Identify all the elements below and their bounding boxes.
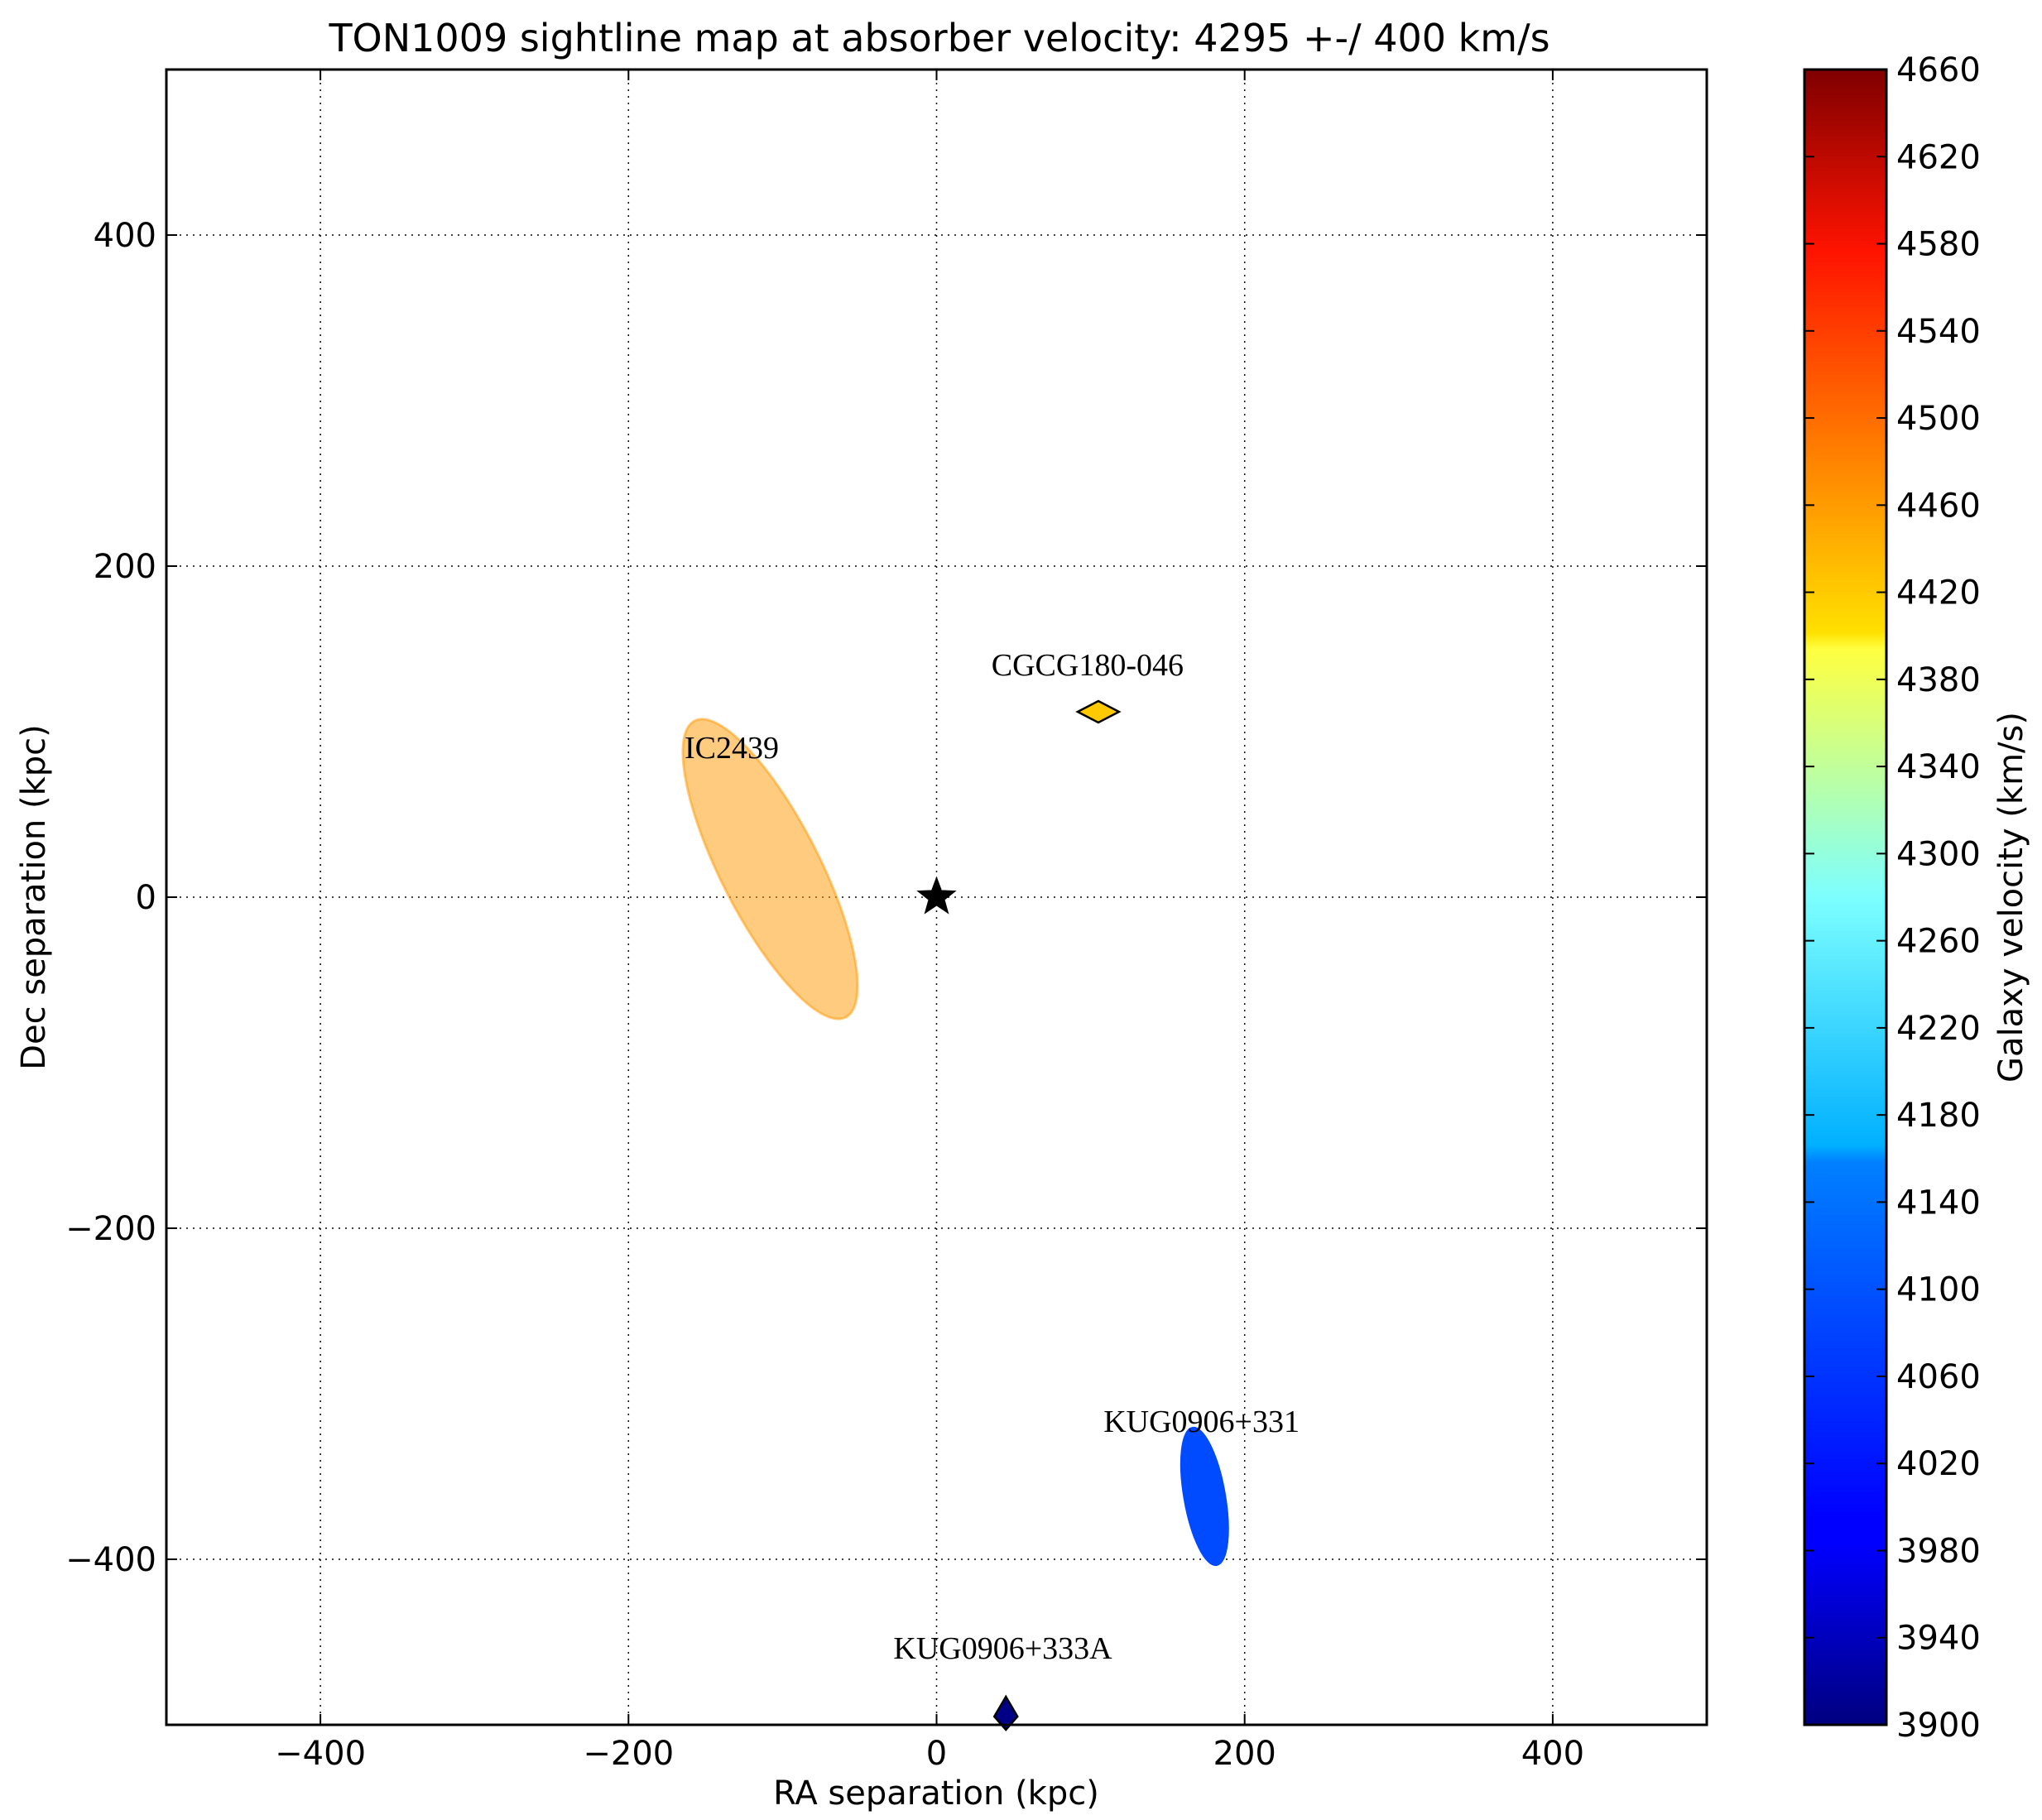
colorbar-tick-label: 4340 bbox=[1896, 748, 1981, 786]
x-tick-label: 0 bbox=[926, 1735, 947, 1773]
colorbar-tick-label: 4500 bbox=[1896, 400, 1981, 438]
galaxy-ellipse-kug0906-331 bbox=[1180, 1426, 1229, 1567]
colorbar-label: Galaxy velocity (km/s) bbox=[1992, 712, 2030, 1083]
colorbar-tick-label: 4100 bbox=[1896, 1271, 1981, 1309]
colorbar-tick-label: 4460 bbox=[1896, 487, 1981, 525]
y-tick-label: 200 bbox=[94, 548, 156, 586]
colorbar bbox=[1803, 68, 1888, 1726]
colorbar-tick-label: 4380 bbox=[1896, 661, 1981, 699]
galaxy-label-cgcg180-046: CGCG180-046 bbox=[992, 648, 1184, 683]
x-tick-label: 400 bbox=[1521, 1735, 1584, 1773]
galaxy-labels: IC2439 CGCG180-046 KUG0906+331 KUG0906+333A bbox=[685, 648, 1300, 1666]
y-axis-ticks: −400 −200 0 200 400 bbox=[65, 217, 1707, 1579]
x-tick-label: 200 bbox=[1213, 1735, 1276, 1773]
colorbar-tick-label: 4180 bbox=[1896, 1097, 1981, 1135]
galaxy-label-kug0906-331: KUG0906+331 bbox=[1103, 1405, 1300, 1439]
x-axis-label: RA separation (kpc) bbox=[773, 1774, 1099, 1813]
galaxy-label-kug0906-333a: KUG0906+333A bbox=[893, 1631, 1112, 1666]
galaxy-diamond-cgcg180-046 bbox=[1075, 699, 1122, 724]
galaxy-markers bbox=[681, 699, 1229, 1731]
galaxy-ellipse-ic2439 bbox=[681, 718, 859, 1020]
y-tick-label: 0 bbox=[136, 879, 156, 917]
colorbar-tick-label: 3980 bbox=[1896, 1532, 1981, 1570]
colorbar-tick-label: 4020 bbox=[1896, 1445, 1981, 1483]
y-axis-label: Dec separation (kpc) bbox=[15, 724, 53, 1070]
colorbar-tick-label: 4540 bbox=[1896, 313, 1981, 351]
colorbar-tick-label: 3940 bbox=[1896, 1620, 1981, 1658]
colorbar-tick-label: 4420 bbox=[1896, 574, 1981, 612]
x-axis-ticks: −400 −200 0 200 400 bbox=[275, 70, 1584, 1773]
colorbar-tick-label: 4220 bbox=[1896, 1010, 1981, 1048]
colorbar-tick-label: 4660 bbox=[1896, 51, 1981, 89]
colorbar-tick-label: 4580 bbox=[1896, 226, 1981, 264]
colorbar-tick-label: 4620 bbox=[1896, 138, 1981, 176]
colorbar-tick-label: 4300 bbox=[1896, 835, 1981, 873]
colorbar-tick-label: 4060 bbox=[1896, 1358, 1981, 1396]
y-tick-label: −400 bbox=[65, 1541, 156, 1579]
colorbar-tick-label: 4140 bbox=[1896, 1184, 1981, 1222]
x-tick-label: −200 bbox=[583, 1735, 674, 1773]
colorbar-ticks: 3900 3940 3980 4020 4060 4100 4140 4180 4220 4260… bbox=[1804, 51, 1981, 1745]
galaxy-diamond-kug0906-333a bbox=[992, 1694, 1019, 1731]
galaxy-label-ic2439: IC2439 bbox=[685, 731, 779, 766]
y-tick-label: −200 bbox=[65, 1210, 156, 1248]
colorbar-tick-label: 3900 bbox=[1896, 1707, 1981, 1745]
y-tick-label: 400 bbox=[94, 217, 156, 255]
colorbar-tick-label: 4260 bbox=[1896, 923, 1981, 961]
sightline-star-icon bbox=[916, 876, 957, 915]
x-tick-label: −400 bbox=[275, 1735, 366, 1773]
chart-title: TON1009 sightline map at absorber veloci… bbox=[328, 16, 1550, 60]
